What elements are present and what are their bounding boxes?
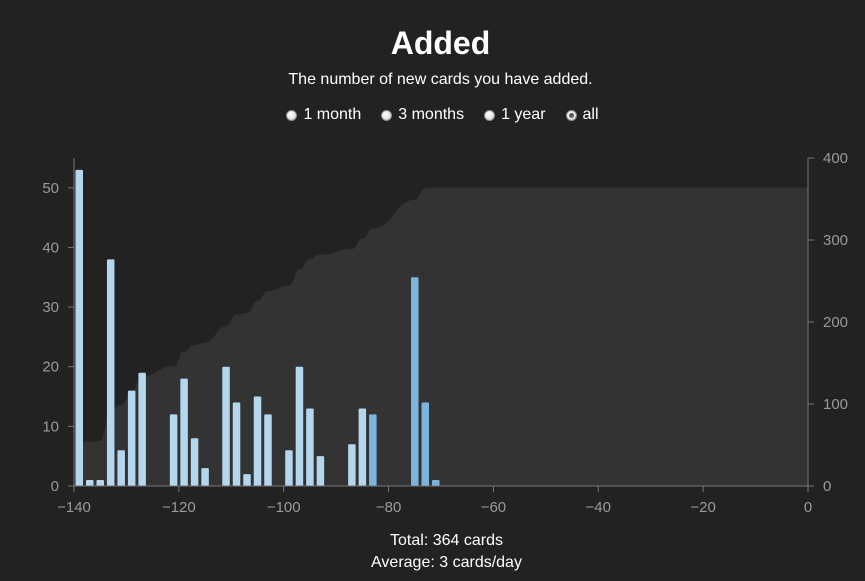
radio-1-month[interactable] (286, 109, 298, 121)
x-tick-label--80: −80 (376, 499, 401, 516)
bar-21 (358, 408, 367, 486)
y-left-tick-label-10: 10 (42, 418, 59, 435)
y-right-tick-label-400: 400 (823, 150, 848, 167)
bar-11 (222, 366, 230, 486)
bar-13 (243, 474, 251, 486)
bar-3 (106, 259, 115, 486)
y-right-tick-label-0: 0 (823, 478, 831, 495)
bar-12 (232, 402, 241, 486)
range-option-all[interactable]: all (565, 106, 599, 124)
y-left-tick-label-0: 0 (51, 478, 59, 495)
bar-17 (295, 366, 304, 486)
bar-16 (285, 450, 293, 486)
range-selector: 1 month 3 months 1 year all (0, 106, 865, 124)
page-title: Added (390, 25, 491, 61)
radio-all[interactable] (565, 109, 577, 121)
x-tick-label-0: 0 (804, 499, 812, 516)
bar-14 (253, 396, 262, 486)
bar-15 (264, 414, 272, 486)
bar-5 (127, 390, 136, 486)
bar-8 (180, 378, 188, 486)
y-left-tick-label-30: 30 (42, 299, 59, 316)
y-right-tick-label-100: 100 (823, 396, 848, 413)
radio-3-months[interactable] (381, 109, 393, 121)
range-option-1-month[interactable]: 1 month (286, 106, 361, 124)
x-tick-label--60: −60 (481, 499, 506, 516)
x-tick-label--100: −100 (267, 499, 301, 516)
bar-25 (432, 480, 440, 486)
bar-10 (201, 468, 209, 486)
range-option-1-year[interactable]: 1 year (484, 106, 546, 124)
range-label-1-year: 1 year (501, 106, 546, 123)
average-cards: Average: 3 cards/day (371, 554, 522, 571)
range-option-3-months[interactable]: 3 months (381, 106, 464, 124)
x-tick-label--140: −140 (57, 499, 91, 516)
bar-4 (117, 450, 125, 486)
y-left-tick-label-50: 50 (42, 180, 59, 197)
bar-22 (369, 414, 377, 486)
bar-1 (85, 480, 94, 486)
y-right-tick-label-200: 200 (823, 314, 848, 331)
range-label-all: all (582, 106, 599, 123)
bar-2 (96, 480, 104, 486)
x-tick-label--40: −40 (586, 499, 611, 516)
bar-19 (316, 456, 325, 486)
range-label-3-months: 3 months (398, 106, 465, 123)
bar-9 (190, 438, 199, 486)
bar-18 (306, 408, 314, 486)
bar-23 (411, 277, 419, 486)
bar-20 (348, 444, 356, 486)
total-cards: Total: 364 cards (390, 532, 503, 549)
bar-0 (75, 169, 83, 486)
page-subtitle: The number of new cards you have added. (288, 71, 593, 88)
range-label-1-month: 1 month (303, 106, 362, 123)
bar-7 (169, 414, 178, 486)
y-right-tick-label-300: 300 (823, 232, 848, 249)
x-tick-label--120: −120 (162, 499, 196, 516)
radio-1-year[interactable] (484, 109, 496, 121)
y-left-tick-label-40: 40 (42, 239, 59, 256)
bar-6 (138, 372, 146, 486)
bar-24 (421, 402, 430, 486)
x-tick-label--20: −20 (690, 499, 715, 516)
y-left-tick-label-20: 20 (42, 359, 59, 376)
